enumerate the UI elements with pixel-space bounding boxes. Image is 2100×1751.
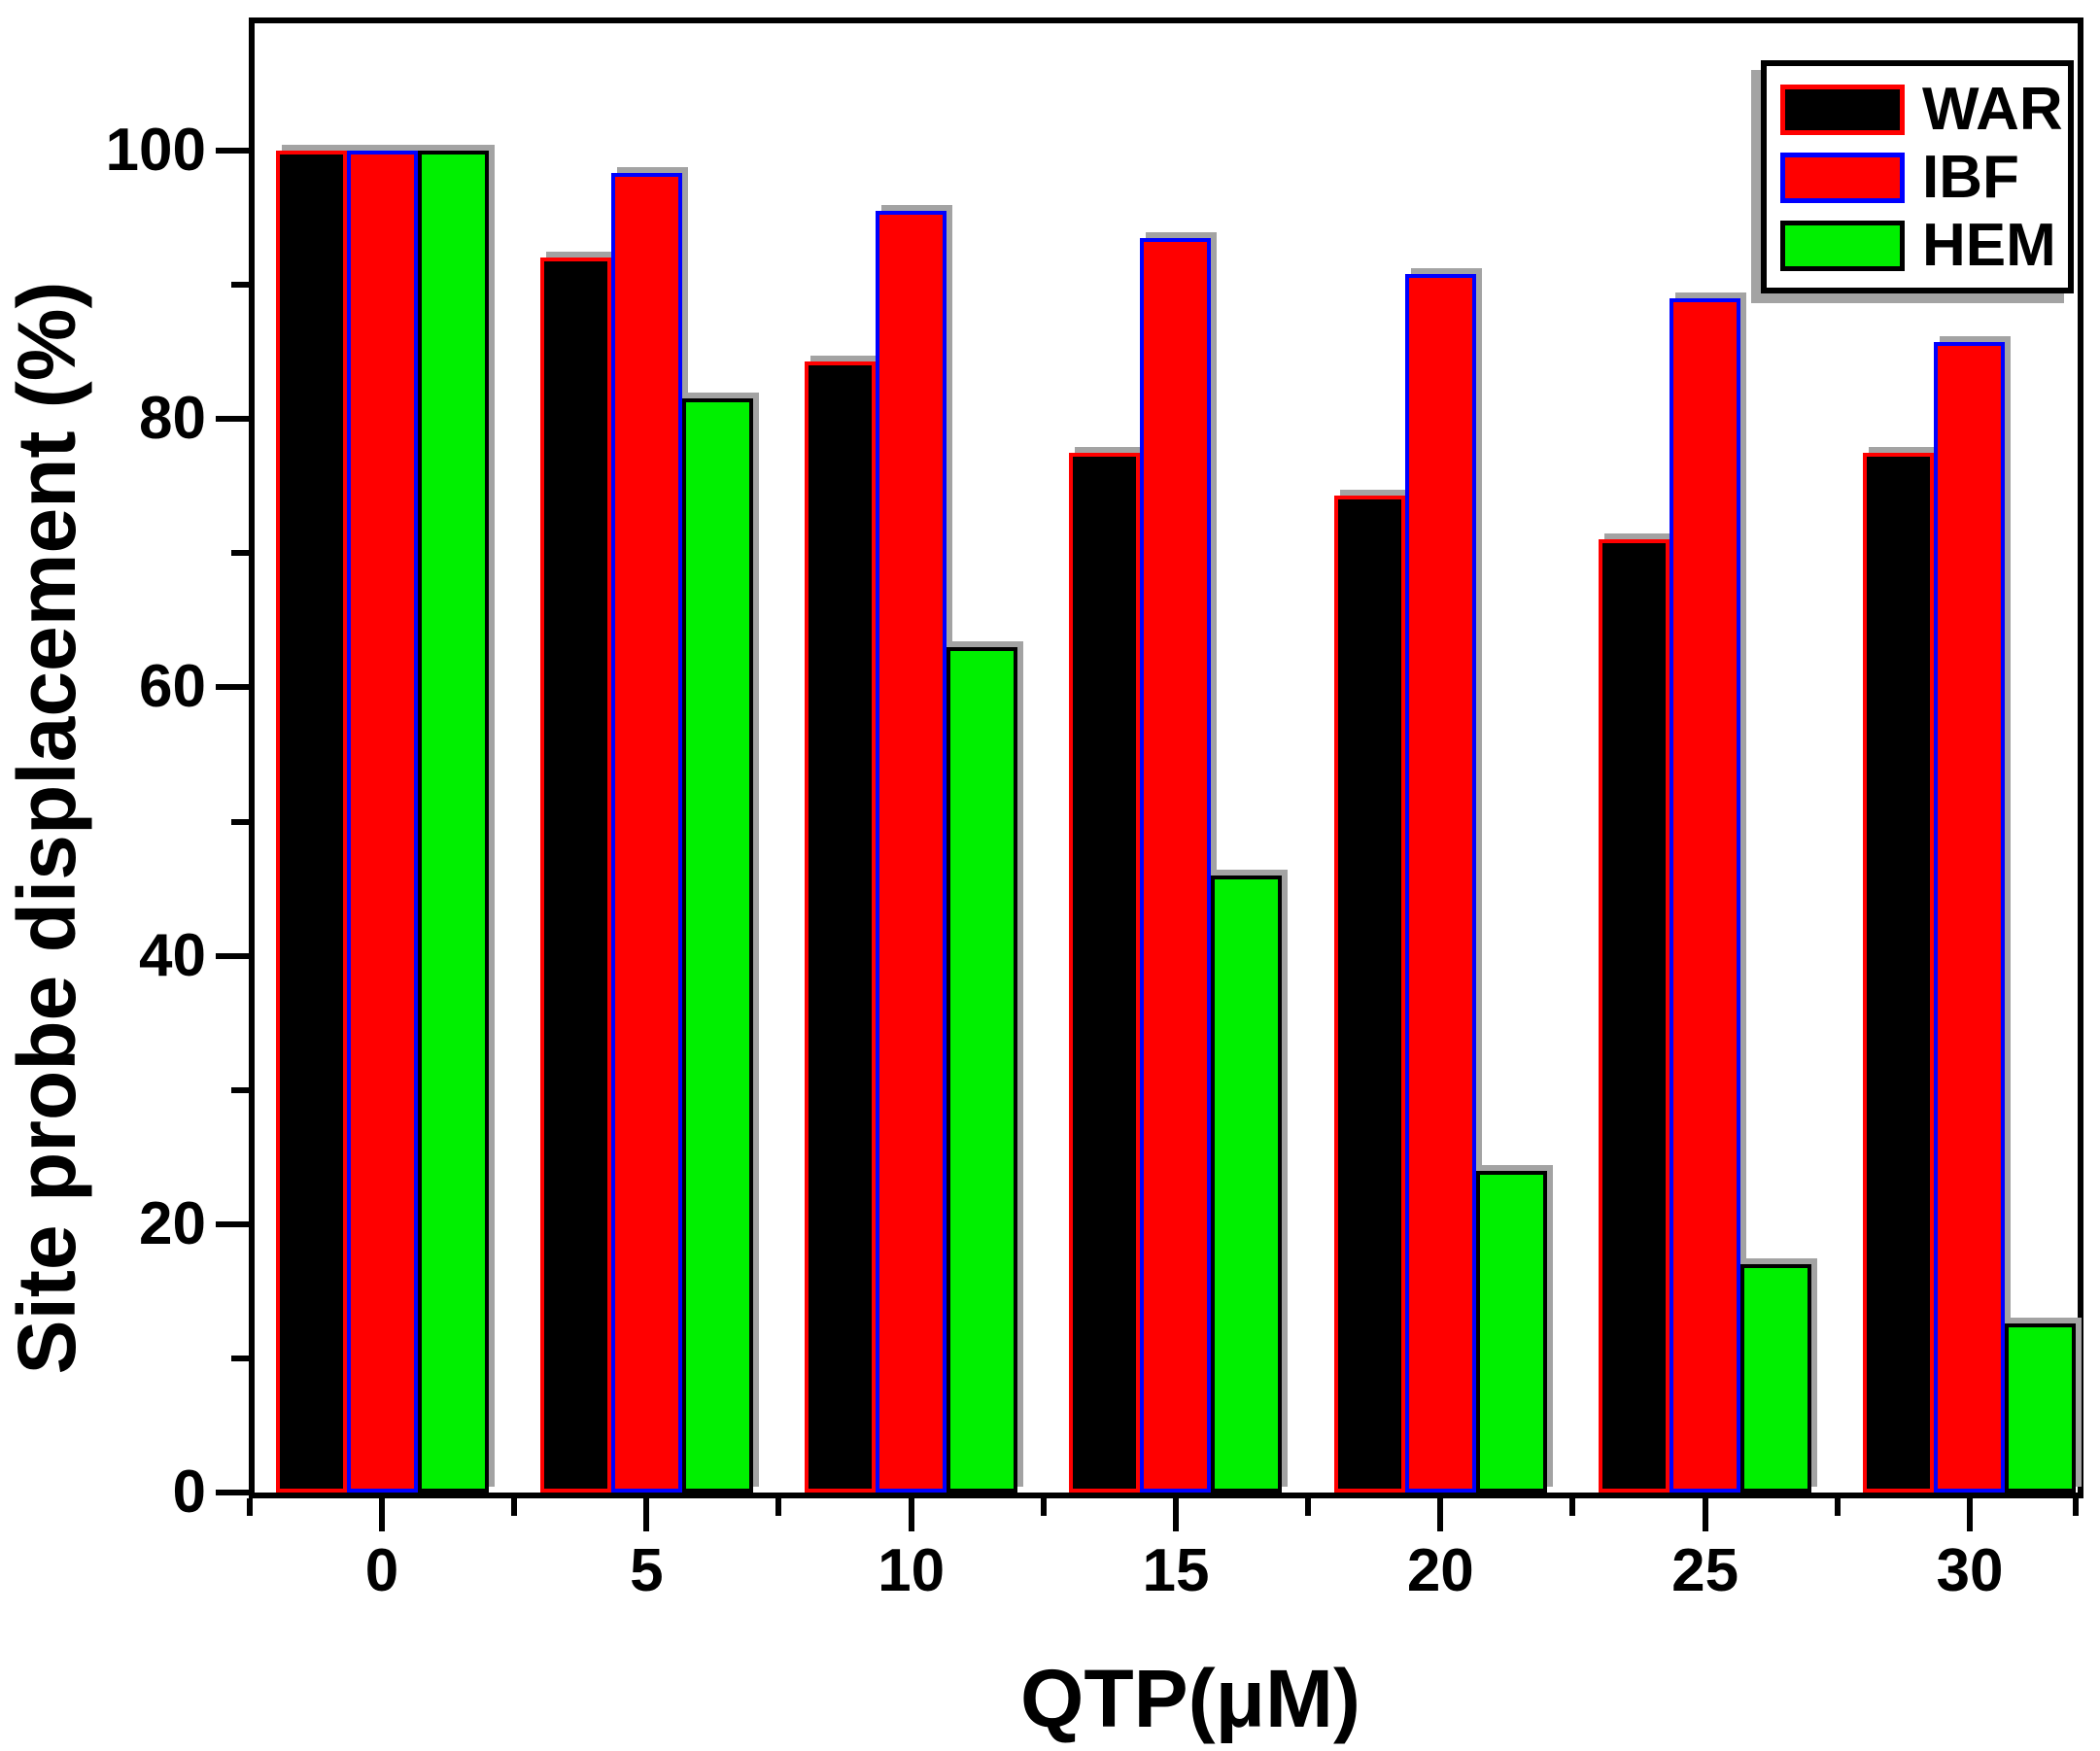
x-axis-tick (908, 1498, 914, 1531)
x-axis-tick (1966, 1498, 1973, 1531)
bar-hem-5 (681, 398, 753, 1493)
bar-ibf-5 (610, 173, 682, 1493)
y-tick-label: 60 (139, 653, 206, 721)
legend-label: HEM (1922, 212, 2056, 279)
bar-hem-0 (417, 151, 489, 1493)
x-axis-tick (643, 1498, 650, 1531)
y-axis-minor-tick (231, 550, 249, 557)
bar-ibf-20 (1404, 274, 1476, 1493)
bar-ibf-30 (1934, 342, 2006, 1493)
legend-swatch-hem (1780, 221, 1905, 271)
x-axis-title: QTP(μM) (1020, 1653, 1360, 1744)
x-axis-tick (1437, 1498, 1444, 1531)
x-tick-label: 5 (630, 1537, 664, 1604)
x-axis-tick (1172, 1498, 1179, 1531)
bar-war-25 (1599, 539, 1670, 1493)
x-axis-minor-tick (1834, 1498, 1841, 1516)
x-axis-minor-tick (511, 1498, 518, 1516)
y-axis-minor-tick (231, 1355, 249, 1361)
bar-hem-20 (1475, 1170, 1547, 1493)
y-axis-tick (216, 1490, 249, 1495)
x-tick-label: 25 (1671, 1537, 1739, 1604)
y-tick-label: 40 (139, 921, 206, 989)
bar-hem-25 (1740, 1264, 1812, 1493)
y-axis-tick (216, 952, 249, 959)
x-axis-minor-tick (1040, 1498, 1047, 1516)
legend-item-ibf: IBF (1780, 144, 2068, 212)
bar-ibf-15 (1140, 237, 1212, 1493)
y-tick-label: 80 (139, 385, 206, 453)
x-axis-tick (1702, 1498, 1708, 1531)
legend-swatch-ibf (1780, 153, 1905, 203)
legend: WAR IBF HEM (1761, 60, 2074, 293)
bar-hem-10 (947, 646, 1018, 1493)
legend-label: IBF (1922, 144, 2019, 211)
bar-war-5 (539, 258, 611, 1493)
y-axis-minor-tick (231, 1086, 249, 1093)
y-axis-minor-tick (231, 818, 249, 825)
x-axis-tick (379, 1498, 385, 1531)
x-axis-minor-tick (1305, 1498, 1312, 1516)
x-tick-label: 15 (1142, 1537, 1210, 1604)
bar-ibf-10 (876, 211, 947, 1493)
y-axis-tick (216, 1220, 249, 1227)
bar-war-0 (275, 151, 347, 1493)
x-axis-minor-tick (775, 1498, 782, 1516)
bar-war-10 (805, 360, 877, 1493)
legend-item-war: WAR (1780, 76, 2068, 144)
y-axis-minor-tick (231, 282, 249, 289)
x-axis-minor-tick (246, 1498, 253, 1516)
x-tick-label: 0 (364, 1537, 399, 1604)
bar-war-15 (1069, 452, 1141, 1493)
legend-item-hem: HEM (1780, 212, 2068, 280)
bar-ibf-25 (1670, 297, 1741, 1493)
y-axis-tick (216, 684, 249, 691)
y-axis-tick (216, 148, 249, 154)
x-tick-label: 30 (1936, 1537, 2004, 1604)
bar-war-20 (1333, 495, 1405, 1493)
x-tick-label: 20 (1406, 1537, 1474, 1604)
bar-ibf-0 (346, 151, 418, 1493)
x-axis-minor-tick (2073, 1498, 2079, 1516)
legend-label: WAR (1922, 76, 2063, 143)
y-tick-label: 100 (105, 117, 206, 184)
y-tick-label: 20 (139, 1189, 206, 1257)
legend-swatch-war (1780, 85, 1905, 135)
x-axis-minor-tick (1569, 1498, 1576, 1516)
bar-hem-15 (1211, 875, 1283, 1493)
bar-war-30 (1863, 452, 1935, 1493)
bar-hem-30 (2005, 1322, 2077, 1493)
y-axis-tick (216, 416, 249, 423)
y-axis-title: Site probe displacement (%) (1, 281, 92, 1375)
y-tick-label: 0 (172, 1459, 206, 1526)
x-tick-label: 10 (878, 1537, 946, 1604)
